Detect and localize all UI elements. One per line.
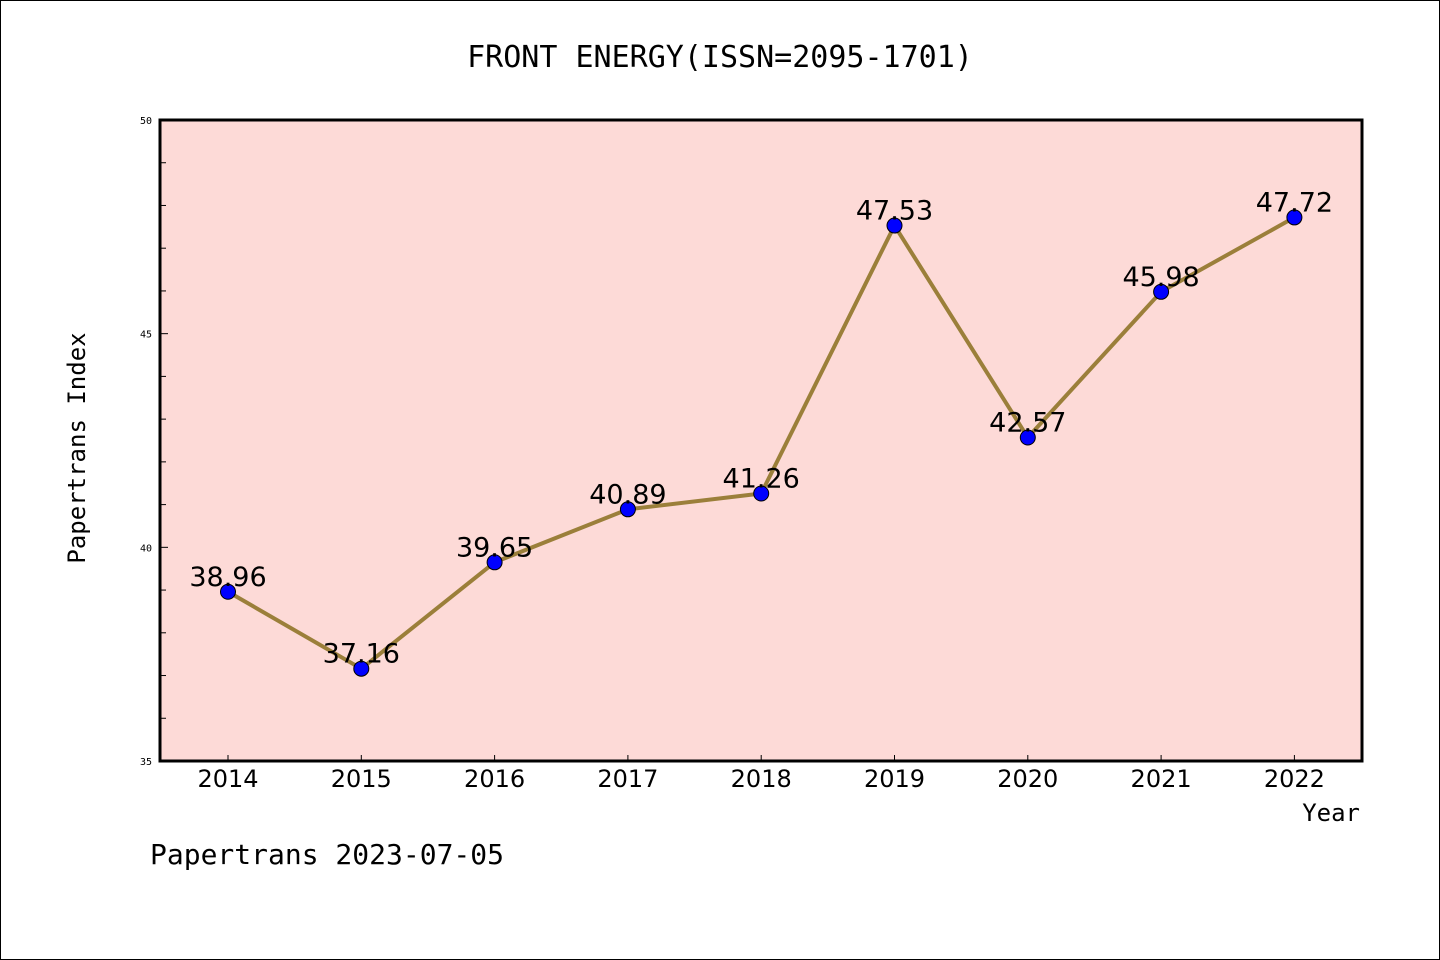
data-label: 47.53: [856, 196, 933, 227]
data-point: [486, 554, 503, 571]
y-tick-label: 40: [140, 543, 152, 554]
y-axis-label: Papertrans Index: [63, 332, 91, 563]
data-point: [886, 217, 903, 234]
data-point: [1153, 283, 1170, 300]
plot-area: [158, 118, 1364, 763]
data-label-group: 38.96 37.16 39.65 40.89 41.26 47.53 42.57 45.98…: [189, 187, 1333, 669]
data-label: 45.98: [1122, 262, 1199, 293]
data-label: 37.16: [323, 639, 400, 670]
data-point: [220, 583, 236, 600]
data-point: [1286, 209, 1303, 226]
x-tick-label: 2020: [997, 765, 1058, 793]
x-axis-label: Year: [1302, 799, 1360, 827]
x-tick-label: 2021: [1131, 765, 1192, 793]
x-tick-label: 2016: [464, 765, 525, 793]
y-tick-label: 35: [140, 757, 152, 768]
y-axis: 35 40 45 50: [140, 116, 168, 768]
series-line-group: [220, 209, 1303, 677]
data-point: [619, 501, 636, 518]
footer-stamp: Papertrans 2023-07-05: [150, 838, 504, 871]
chart-title: FRONT ENERGY(ISSN=2095-1701): [467, 40, 973, 75]
x-tick-label: 2015: [331, 765, 392, 793]
x-axis: 2014 2015 2016 2017 2018 2019 2020 2021 2022: [197, 755, 1325, 793]
data-point: [1019, 429, 1036, 446]
x-tick-label: 2019: [864, 765, 925, 793]
x-tick-label: 2018: [731, 765, 792, 793]
data-label: 47.72: [1256, 187, 1333, 218]
data-label: 38.96: [189, 562, 266, 593]
y-tick-label: 45: [140, 330, 152, 341]
y-tick-label: 50: [140, 116, 152, 127]
data-point: [753, 485, 770, 502]
data-label: 40.89: [589, 479, 666, 510]
x-tick-label: 2017: [597, 765, 658, 793]
data-label: 39.65: [456, 532, 533, 563]
data-point: [353, 660, 370, 677]
x-tick-label: 2014: [197, 765, 258, 793]
x-tick-label: 2022: [1264, 765, 1325, 793]
data-label: 42.57: [989, 408, 1066, 439]
data-label: 41.26: [723, 463, 800, 494]
